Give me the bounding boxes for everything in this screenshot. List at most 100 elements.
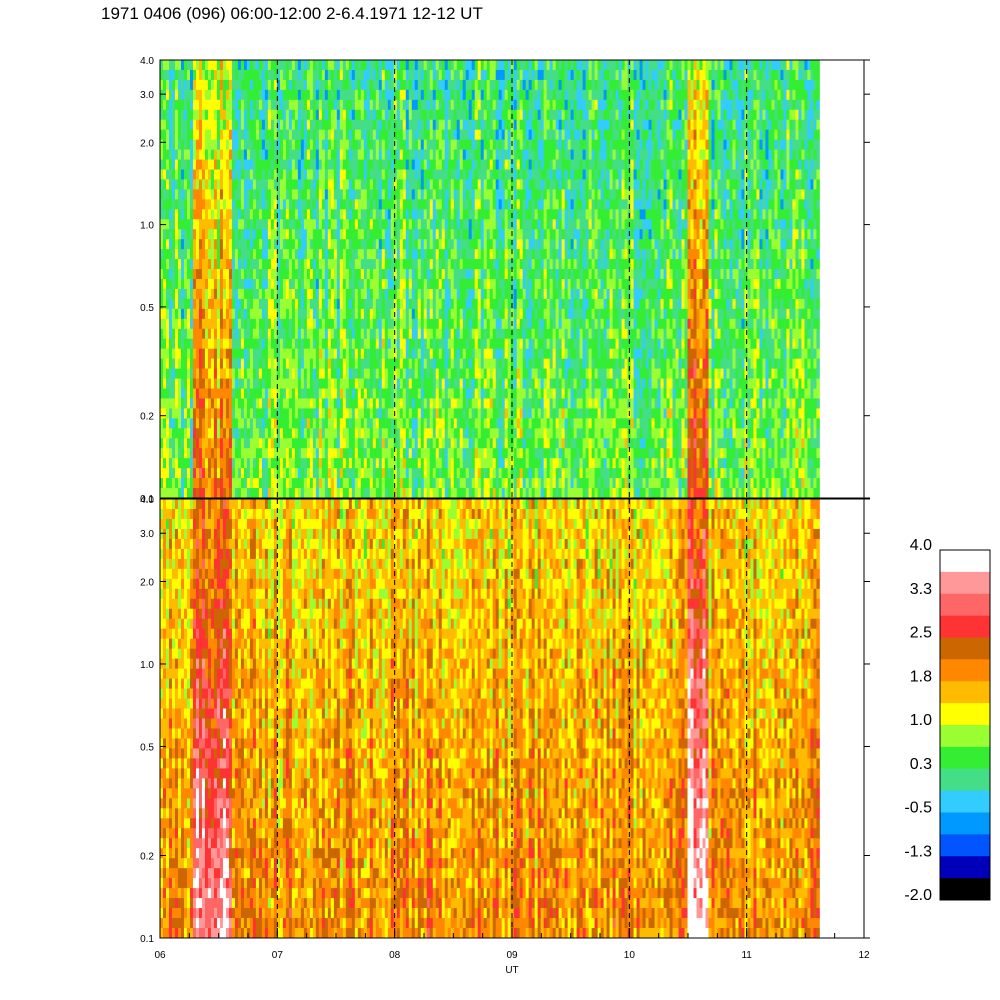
heatmap-cell — [342, 169, 347, 180]
heatmap-cell — [267, 129, 272, 141]
heatmap-cell — [297, 279, 302, 290]
heatmap-cell — [381, 468, 386, 479]
heatmap-cell — [348, 259, 353, 270]
heatmap-cell — [303, 418, 308, 429]
heatmap-cell — [402, 358, 407, 369]
heatmap-cell — [315, 89, 320, 101]
heatmap-cell — [480, 60, 485, 71]
heatmap-cell — [163, 398, 167, 409]
heatmap-cell — [300, 328, 305, 340]
heatmap-cell — [465, 288, 470, 300]
heatmap-cell — [408, 279, 413, 290]
heatmap-cell — [219, 308, 224, 320]
heatmap-cell — [228, 139, 233, 150]
heatmap-cell — [480, 79, 485, 91]
heatmap-cell — [432, 328, 437, 340]
heatmap-cell — [339, 239, 344, 250]
heatmap-cell — [468, 288, 473, 300]
heatmap-cell — [249, 358, 254, 369]
heatmap-cell — [216, 468, 221, 479]
heatmap-cell — [255, 328, 260, 340]
heatmap-cell — [336, 219, 341, 230]
heatmap-cell — [492, 199, 497, 210]
heatmap-cell — [174, 69, 179, 81]
heatmap-cell — [225, 448, 230, 459]
heatmap-cell — [324, 438, 329, 449]
heatmap-cell — [291, 79, 296, 91]
heatmap-cell — [372, 378, 377, 389]
heatmap-cell — [165, 488, 170, 499]
heatmap-cell — [336, 428, 341, 439]
heatmap-cell — [228, 318, 233, 330]
heatmap-cell — [174, 209, 179, 220]
heatmap-cell — [390, 79, 395, 91]
heatmap-cell — [330, 199, 335, 210]
heatmap-cell — [438, 388, 443, 399]
heatmap-cell — [168, 458, 173, 469]
heatmap-cell — [435, 448, 440, 459]
heatmap-cell — [312, 239, 317, 250]
heatmap-cell — [462, 358, 467, 369]
heatmap-cell — [201, 388, 206, 399]
heatmap-cell — [396, 60, 401, 71]
heatmap-cell — [276, 458, 281, 469]
heatmap-cell — [213, 338, 218, 350]
heatmap-cell — [177, 209, 182, 220]
heatmap-cell — [189, 438, 194, 449]
heatmap-cell — [160, 189, 164, 200]
heatmap-cell — [414, 169, 419, 180]
heatmap-cell — [393, 418, 398, 429]
heatmap-cell — [483, 448, 488, 459]
heatmap-cell — [312, 428, 317, 439]
heatmap-cell — [186, 358, 191, 369]
heatmap-cell — [237, 99, 242, 111]
heatmap-cell — [348, 129, 353, 141]
heatmap-cell — [381, 458, 386, 469]
heatmap-cell — [462, 129, 467, 141]
heatmap-cell — [186, 159, 191, 170]
heatmap-cell — [486, 418, 491, 429]
heatmap-cell — [402, 179, 407, 190]
heatmap-cell — [222, 79, 227, 91]
heatmap-cell — [252, 378, 257, 389]
heatmap-cell — [459, 129, 464, 141]
heatmap-cell — [336, 328, 341, 340]
heatmap-cell — [357, 338, 362, 350]
heatmap-cell — [333, 308, 338, 320]
heatmap-cell — [384, 89, 389, 101]
heatmap-cell — [408, 358, 413, 369]
heatmap-cell — [321, 239, 326, 250]
heatmap-cell — [423, 428, 428, 439]
heatmap-cell — [489, 418, 494, 429]
heatmap-cell — [297, 398, 302, 409]
heatmap-cell — [330, 428, 335, 439]
heatmap-cell — [333, 478, 338, 489]
heatmap-cell — [249, 288, 254, 300]
heatmap-cell — [231, 169, 236, 180]
heatmap-cell — [489, 69, 494, 81]
heatmap-cell — [231, 488, 236, 499]
heatmap-cell — [330, 219, 335, 230]
heatmap-cell — [444, 388, 449, 399]
heatmap-cell — [396, 89, 401, 101]
heatmap-cell — [471, 79, 476, 91]
heatmap-cell — [186, 318, 191, 330]
heatmap-cell — [414, 448, 419, 459]
heatmap-cell — [459, 388, 464, 399]
heatmap-cell — [165, 468, 170, 479]
heatmap-cell — [228, 468, 233, 479]
heatmap-cell — [363, 239, 368, 250]
heatmap-cell — [429, 89, 434, 101]
heatmap-cell — [468, 269, 473, 280]
heatmap-cell — [174, 109, 179, 121]
heatmap-cell — [300, 219, 305, 230]
heatmap-cell — [429, 189, 434, 200]
heatmap-cell — [168, 269, 173, 280]
heatmap-cell — [294, 139, 299, 150]
heatmap-cell — [285, 428, 290, 439]
heatmap-cell — [402, 69, 407, 81]
heatmap-cell — [375, 99, 380, 111]
heatmap-cell — [303, 298, 308, 310]
heatmap-cell — [429, 488, 434, 499]
heatmap-cell — [333, 298, 338, 310]
